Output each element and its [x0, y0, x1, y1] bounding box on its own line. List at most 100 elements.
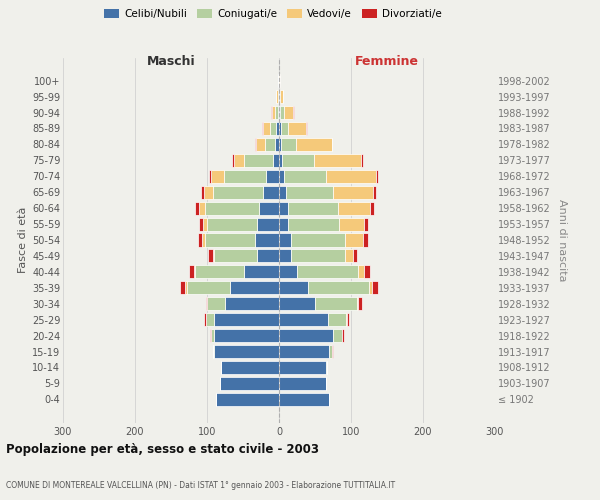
Bar [206, 313, 214, 326]
Bar [357, 297, 358, 310]
Bar [275, 106, 278, 119]
Bar [279, 154, 282, 167]
Bar [199, 218, 203, 230]
Bar [281, 122, 289, 135]
Bar [290, 234, 344, 246]
Bar [189, 266, 194, 278]
Bar [279, 297, 315, 310]
Bar [263, 122, 271, 135]
Bar [347, 313, 349, 326]
Bar [196, 266, 244, 278]
Bar [344, 234, 362, 246]
Bar [214, 250, 257, 262]
Bar [278, 74, 279, 87]
Bar [213, 250, 214, 262]
Bar [290, 250, 344, 262]
Bar [358, 266, 364, 278]
Bar [279, 250, 290, 262]
Bar [194, 266, 196, 278]
Bar [206, 297, 207, 310]
Bar [211, 170, 224, 183]
Bar [364, 218, 368, 230]
Bar [361, 154, 363, 167]
Bar [233, 154, 244, 167]
Text: Femmine: Femmine [355, 55, 419, 68]
Legend: Celibi/Nubili, Coniugati/e, Vedovi/e, Divorziati/e: Celibi/Nubili, Coniugati/e, Vedovi/e, Di… [100, 5, 446, 24]
Bar [244, 154, 273, 167]
Bar [279, 345, 329, 358]
Bar [293, 106, 294, 119]
Bar [279, 90, 280, 103]
Bar [208, 250, 213, 262]
Bar [220, 377, 279, 390]
Bar [286, 186, 333, 198]
Bar [263, 186, 279, 198]
Bar [280, 90, 283, 103]
Bar [287, 202, 338, 214]
Text: Maschi: Maschi [146, 55, 196, 68]
Bar [376, 170, 379, 183]
Bar [328, 313, 346, 326]
Bar [272, 106, 275, 119]
Bar [369, 282, 372, 294]
Bar [346, 313, 347, 326]
Bar [204, 313, 206, 326]
Bar [332, 345, 333, 358]
Bar [200, 186, 204, 198]
Bar [266, 170, 279, 183]
Bar [341, 329, 343, 342]
Bar [279, 138, 281, 151]
Bar [280, 106, 284, 119]
Bar [199, 234, 202, 246]
Bar [362, 234, 368, 246]
Bar [207, 218, 257, 230]
Bar [278, 90, 279, 103]
Bar [282, 154, 314, 167]
Bar [271, 106, 272, 119]
Bar [273, 154, 279, 167]
Text: COMUNE DI MONTEREALE VALCELLINA (PN) - Dati ISTAT 1° gennaio 2003 - Elaborazione: COMUNE DI MONTEREALE VALCELLINA (PN) - D… [6, 480, 395, 490]
Bar [339, 218, 364, 230]
Bar [279, 377, 326, 390]
Y-axis label: Fasce di età: Fasce di età [17, 207, 28, 273]
Bar [244, 266, 279, 278]
Bar [255, 234, 279, 246]
Bar [315, 297, 357, 310]
Bar [256, 138, 265, 151]
Bar [289, 122, 307, 135]
Bar [259, 202, 279, 214]
Bar [279, 282, 308, 294]
Bar [279, 329, 333, 342]
Bar [257, 250, 279, 262]
Bar [214, 345, 279, 358]
Bar [333, 329, 341, 342]
Bar [279, 218, 289, 230]
Bar [314, 154, 361, 167]
Bar [279, 393, 329, 406]
Bar [211, 329, 214, 342]
Bar [265, 138, 275, 151]
Bar [187, 282, 230, 294]
Bar [262, 122, 263, 135]
Bar [343, 329, 344, 342]
Bar [373, 186, 376, 198]
Bar [276, 122, 279, 135]
Bar [297, 266, 358, 278]
Bar [271, 122, 276, 135]
Bar [275, 138, 279, 151]
Bar [214, 313, 279, 326]
Bar [214, 329, 279, 342]
Bar [210, 329, 211, 342]
Bar [179, 282, 185, 294]
Bar [279, 186, 286, 198]
Bar [279, 361, 326, 374]
Bar [209, 170, 211, 183]
Bar [279, 74, 280, 87]
Bar [232, 154, 233, 167]
Bar [284, 106, 293, 119]
Bar [329, 345, 332, 358]
Bar [224, 170, 266, 183]
Bar [204, 186, 213, 198]
Bar [279, 313, 328, 326]
Bar [225, 297, 279, 310]
